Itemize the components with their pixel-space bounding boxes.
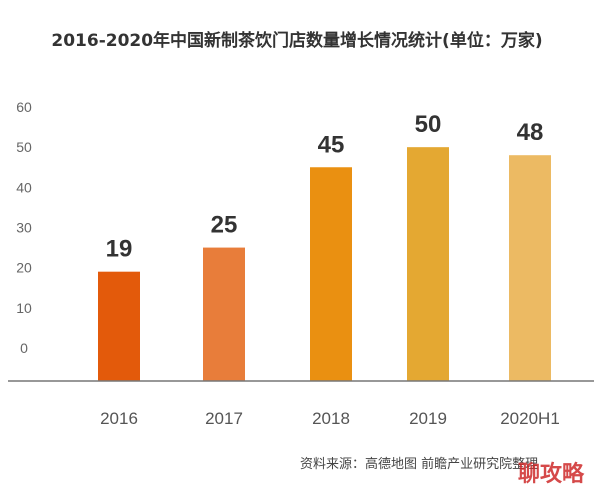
y-tick-label: 50 — [16, 139, 32, 155]
category-labels: 2016 2017 2018 2019 2020H1 — [100, 409, 560, 428]
x-tick-label: 2017 — [205, 409, 243, 428]
bar-2017 — [203, 247, 245, 381]
data-label: 19 — [106, 236, 133, 263]
y-tick-label: 0 — [20, 340, 28, 356]
data-labels: 19 25 45 50 48 — [106, 111, 544, 263]
watermark: 聊攻略 — [517, 462, 584, 487]
x-tick-label: 2018 — [312, 409, 350, 428]
y-tick-label: 30 — [16, 220, 32, 236]
bar-2019 — [407, 147, 449, 381]
y-axis-ticks: 0 10 20 30 40 50 60 — [16, 99, 32, 356]
y-tick-label: 10 — [16, 300, 32, 316]
y-tick-label: 20 — [16, 260, 32, 276]
bar-2016 — [98, 271, 140, 381]
bar-2020H1 — [509, 155, 551, 381]
data-label: 25 — [211, 212, 238, 239]
chart-title: 2016-2020年中国新制茶饮门店数量增长情况统计(单位：万家) — [51, 31, 543, 51]
y-tick-label: 40 — [16, 179, 32, 195]
x-tick-label: 2016 — [100, 409, 138, 428]
y-tick-label: 60 — [16, 99, 32, 115]
data-label: 48 — [517, 119, 544, 146]
bars-group — [98, 147, 551, 381]
data-label: 50 — [415, 111, 442, 138]
source-note: 资料来源：高德地图 前瞻产业研究院整理 — [300, 457, 539, 472]
data-label: 45 — [318, 131, 345, 158]
x-tick-label: 2020H1 — [500, 409, 560, 428]
x-tick-label: 2019 — [409, 409, 447, 428]
bar-2018 — [310, 167, 352, 381]
